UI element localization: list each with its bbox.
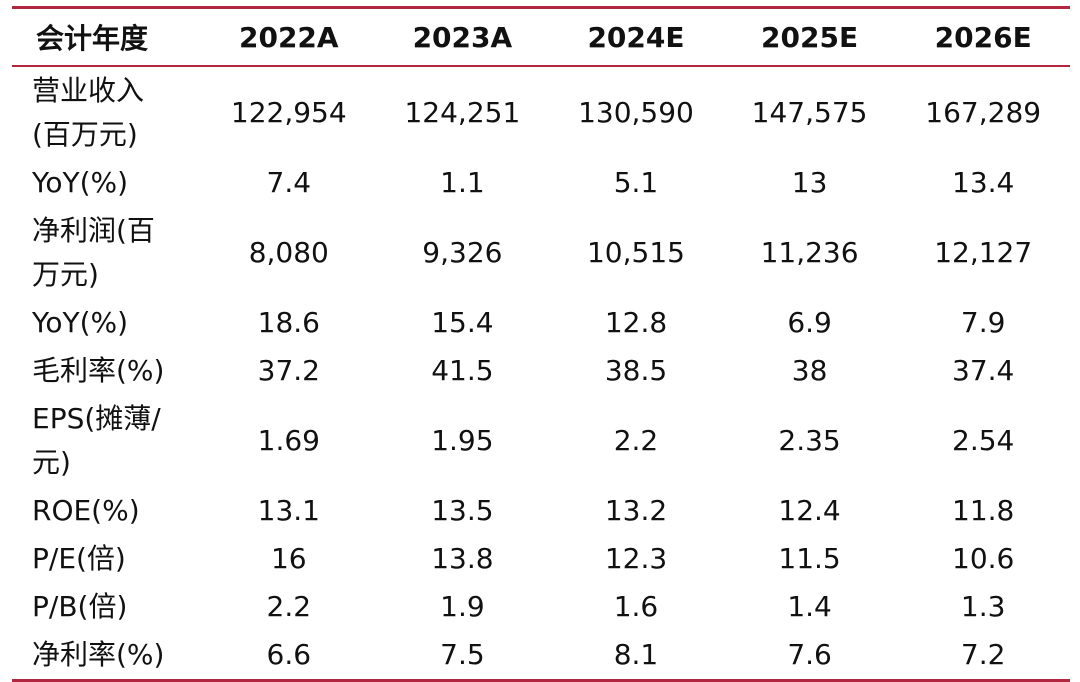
value-cell: 12.8 (604, 306, 668, 339)
row-label-line: 净利率(%) (32, 638, 165, 671)
header-rule (12, 65, 1070, 67)
value-cell: 13.4 (952, 166, 1015, 199)
value-cell: 13.5 (431, 494, 494, 527)
value-cell: 2.54 (952, 424, 1015, 457)
row-label: EPS(摊薄/元) (12, 395, 202, 487)
row-label: 净利率(%) (12, 631, 202, 679)
table-row: YoY(%) 7.4 1.1 5.1 13 13.4 (12, 159, 1070, 207)
value-cell: 11.5 (778, 542, 841, 575)
row-label: YoY(%) (12, 299, 202, 347)
row-label: ROE(%) (12, 487, 202, 535)
value-cell: 2.2 (266, 590, 312, 623)
header-cell-year: 2024E (587, 20, 685, 54)
table-row: 净利润(百万元) 8,080 9,326 10,515 11,236 12,127 (12, 207, 1070, 299)
row-label: P/E(倍) (12, 535, 202, 583)
table-row: 营业收入 (百万元) 122,954 124,251 130,590 147,575 167… (12, 67, 1070, 159)
financial-forecast-table: 会计年度 2022A 2023A 2024E 2025E 2026E (12, 9, 1070, 65)
row-label-line: 净利润(百 (32, 214, 155, 247)
value-cell: 1.3 (960, 590, 1006, 623)
value-cell: 41.5 (431, 354, 494, 387)
value-cell: 37.4 (952, 354, 1015, 387)
value-cell: 38.5 (604, 354, 668, 387)
value-cell: 7.2 (960, 638, 1006, 671)
value-cell: 13 (791, 166, 828, 199)
row-label: YoY(%) (12, 159, 202, 207)
value-cell: 16 (270, 542, 307, 575)
value-cell: 167,289 (925, 96, 1042, 129)
value-cell: 13.1 (257, 494, 320, 527)
value-cell: 2.2 (613, 424, 659, 457)
value-cell: 12.4 (778, 494, 841, 527)
row-label: 营业收入 (百万元) (12, 67, 202, 159)
value-cell: 1.95 (431, 424, 494, 457)
value-cell: 10,515 (586, 236, 685, 269)
financial-forecast-table-container: 会计年度 2022A 2023A 2024E 2025E 2026E 营业收入 (… (12, 6, 1070, 682)
value-cell: 1.9 (440, 590, 485, 623)
value-cell: 5.1 (613, 166, 659, 199)
row-label-line: (百万元) (32, 118, 138, 151)
row-label-line: 毛利率(%) (32, 354, 165, 387)
value-cell: 8.1 (613, 638, 659, 671)
row-label-line: 营业收入 (32, 74, 145, 107)
value-cell: 2.35 (778, 424, 841, 457)
value-cell: 12,127 (934, 236, 1033, 269)
value-cell: 7.5 (440, 638, 485, 671)
value-cell: 13.2 (604, 494, 668, 527)
value-cell: 9,326 (422, 236, 503, 269)
header-cell-year: 2026E (934, 20, 1032, 54)
value-cell: 130,590 (578, 96, 694, 129)
header-cell-year: 2025E (761, 20, 859, 54)
value-cell: 1.69 (257, 424, 320, 457)
top-rule (12, 6, 1070, 9)
value-cell: 11,236 (760, 236, 859, 269)
row-label-line: 元) (32, 446, 71, 479)
row-label-line: EPS(摊薄/ (32, 402, 161, 435)
value-cell: 1.1 (440, 166, 485, 199)
table-row: YoY(%) 18.6 15.4 12.8 6.9 7.9 (12, 299, 1070, 347)
value-cell: 15.4 (431, 306, 494, 339)
row-label-line: P/B(倍) (32, 590, 128, 623)
row-label: 净利润(百万元) (12, 207, 202, 299)
value-cell: 147,575 (751, 96, 868, 129)
header-cell-label: 会计年度 (36, 22, 149, 55)
row-label-line: 万元) (32, 258, 99, 291)
value-cell: 10.6 (952, 542, 1015, 575)
value-cell: 11.8 (952, 494, 1015, 527)
row-label-line: YoY(%) (32, 306, 129, 339)
header-cell-year: 2022A (238, 20, 339, 54)
value-cell: 12.3 (604, 542, 668, 575)
value-cell: 6.6 (266, 638, 312, 671)
row-label-line: YoY(%) (32, 166, 129, 199)
value-cell: 8,080 (248, 236, 329, 269)
table-row: ROE(%) 13.1 13.5 13.2 12.4 11.8 (12, 487, 1070, 535)
row-label: P/B(倍) (12, 583, 202, 631)
value-cell: 1.6 (613, 590, 659, 623)
header-row: 会计年度 2022A 2023A 2024E 2025E 2026E (12, 9, 1070, 65)
value-cell: 7.9 (960, 306, 1006, 339)
value-cell: 7.4 (266, 166, 312, 199)
table-row: 净利率(%) 6.6 7.5 8.1 7.6 7.2 (12, 631, 1070, 679)
financial-forecast-body: 营业收入 (百万元) 122,954 124,251 130,590 147,575 167… (12, 67, 1070, 679)
table-row: P/B(倍) 2.2 1.9 1.6 1.4 1.3 (12, 583, 1070, 631)
value-cell: 18.6 (257, 306, 320, 339)
value-cell: 37.2 (257, 354, 320, 387)
value-cell: 13.8 (431, 542, 494, 575)
header-cell-year: 2023A (412, 20, 513, 54)
table-row: P/E(倍) 16 13.8 12.3 11.5 10.6 (12, 535, 1070, 583)
value-cell: 124,251 (404, 96, 521, 129)
value-cell: 6.9 (787, 306, 832, 339)
value-cell: 38 (791, 354, 828, 387)
row-label: 毛利率(%) (12, 347, 202, 395)
value-cell: 1.4 (787, 590, 832, 623)
table-row: 毛利率(%) 37.2 41.5 38.5 38 37.4 (12, 347, 1070, 395)
row-label-line: P/E(倍) (32, 542, 126, 575)
value-cell: 7.6 (787, 638, 832, 671)
value-cell: 122,954 (230, 96, 347, 129)
row-label-line: ROE(%) (32, 494, 140, 527)
table-row: EPS(摊薄/元) 1.69 1.95 2.2 2.35 2.54 (12, 395, 1070, 487)
